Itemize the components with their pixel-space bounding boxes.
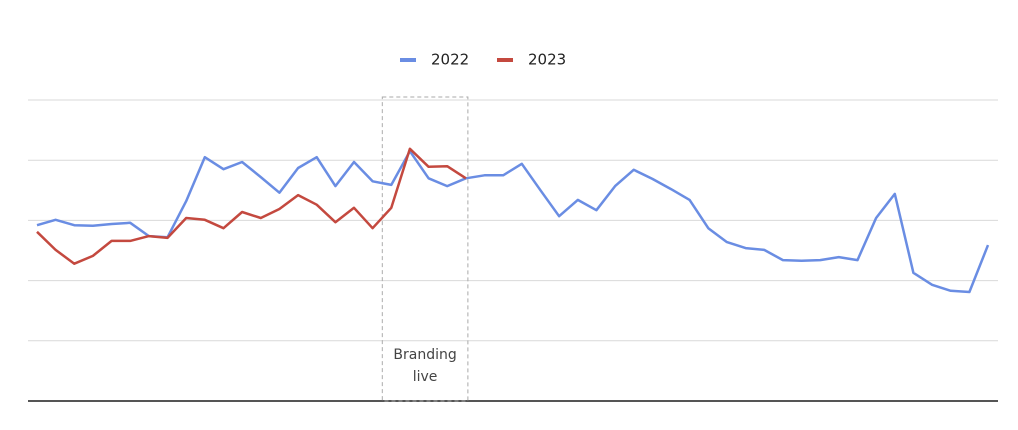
series-line xyxy=(36,149,990,294)
annotation-text: live xyxy=(413,369,438,385)
legend-label: 2022 xyxy=(431,51,469,69)
series-line xyxy=(36,147,467,265)
legend-label: 2023 xyxy=(528,51,566,69)
annotation-box xyxy=(381,96,469,402)
annotation-text: Branding xyxy=(393,347,456,363)
